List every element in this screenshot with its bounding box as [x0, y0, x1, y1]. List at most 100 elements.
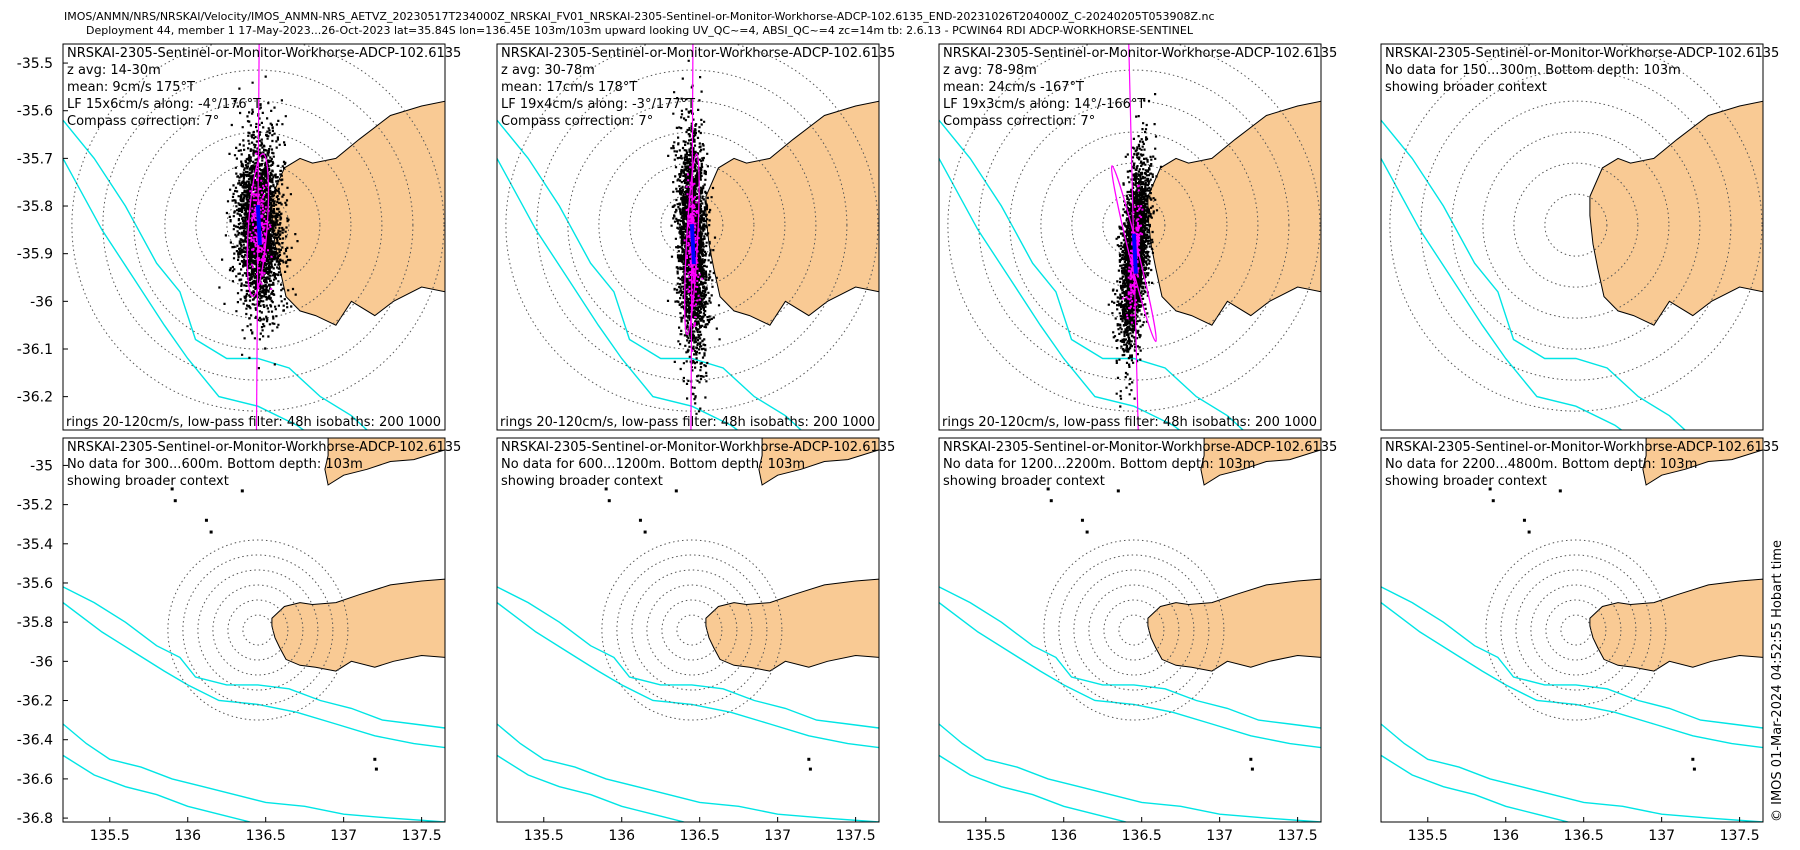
- islet-5: [1691, 538, 1694, 541]
- lowpass-points: [1122, 184, 1144, 324]
- panel-bottom-1: -35 -35.2 -35.4 -35.6 -35.8 -36 -36.2 -36.4 -36.…: [17, 437, 461, 844]
- panel-frame: [938, 43, 1322, 431]
- panel-annotation: mean: 17cm/s 178°T: [501, 80, 637, 95]
- panel-footer: rings 20-120cm/s, low-pass filter: 48h i…: [942, 415, 1404, 430]
- isobath-3: [63, 754, 251, 822]
- land-kangaroo-island: [1147, 578, 1321, 672]
- islet-5: [1249, 538, 1252, 541]
- islet-3: [209, 530, 213, 534]
- speed-ring-40: [195, 162, 321, 288]
- land-mainland: [1200, 438, 1321, 486]
- speed-ring-20: [1118, 614, 1150, 646]
- speed-ring-40: [1513, 162, 1639, 288]
- xtick-label: 135.5: [90, 828, 130, 844]
- isobath-0: [1381, 119, 1687, 430]
- speed-ring-100: [1420, 69, 1732, 381]
- isobath-0: [1381, 586, 1763, 729]
- speed-ring-20: [1102, 193, 1166, 257]
- islet-5: [1691, 757, 1695, 761]
- islet-6: [809, 562, 812, 565]
- land-kangaroo-island: [1147, 100, 1321, 326]
- speed-ring-120: [601, 539, 783, 721]
- ytick-label: -35.6: [17, 576, 53, 592]
- panel-top-1: rings 20-120cm/s, low-pass filter: 48h i…: [17, 43, 461, 692]
- isobath-1: [63, 158, 305, 430]
- isobath-3: [1381, 754, 1569, 822]
- panel-annotation: NRSKAI-2305-Sentinel-or-Monitor-Workhors…: [67, 440, 461, 455]
- panel-annotation: NRSKAI-2305-Sentinel-or-Monitor-Workhors…: [67, 46, 461, 61]
- panel-top-3: rings 20-120cm/s, low-pass filter: 48h i…: [938, 43, 1404, 565]
- variance-ellipse: [1110, 165, 1157, 343]
- panel-annotation: Compass correction: 7°: [67, 114, 219, 129]
- speed-ring-100: [1058, 554, 1210, 706]
- isobath-0: [497, 119, 803, 430]
- isobath-0: [497, 586, 879, 729]
- land-kangaroo-island: [705, 100, 879, 326]
- panel-annotation: NRSKAI-2305-Sentinel-or-Monitor-Workhors…: [501, 46, 895, 61]
- panel-bottom-3: 135.5 136 136.5 137 137.5 NRSKAI-2305-Sentine…: [938, 437, 1337, 844]
- variance-ellipse: [246, 153, 270, 298]
- panel-annotation: showing broader context: [943, 474, 1105, 489]
- isobath-3: [497, 754, 685, 822]
- copyright-note: © IMOS 01-Mar-2024 04:52:55 Hobart time: [1770, 539, 1785, 822]
- ytick-label: -36: [30, 654, 53, 670]
- islet-6: [1250, 767, 1254, 771]
- islet-4: [240, 489, 244, 493]
- ytick-label: -36: [30, 294, 53, 310]
- xtick-label: 136: [608, 828, 635, 844]
- speed-ring-40: [1545, 599, 1607, 661]
- speed-ring-60: [1482, 131, 1670, 319]
- panel-annotation: mean: 9cm/s 175°T: [67, 80, 195, 95]
- xtick-label: 137: [764, 828, 791, 844]
- panel-annotation: showing broader context: [1385, 474, 1547, 489]
- panel-annotation: NRSKAI-2305-Sentinel-or-Monitor-Workhors…: [501, 440, 895, 455]
- isobath-1: [63, 602, 445, 749]
- islet-1: [173, 499, 177, 503]
- land-kangaroo-island: [271, 578, 445, 672]
- isobath-3: [63, 530, 250, 692]
- speed-ring-80: [1515, 569, 1637, 691]
- land-mainland: [1642, 438, 1763, 486]
- isobath-3: [1381, 530, 1568, 692]
- panel-annotation: Compass correction: 7°: [501, 114, 653, 129]
- ytick-label: -35: [30, 458, 53, 474]
- isobath-1: [497, 158, 739, 430]
- islet-4: [674, 489, 678, 493]
- isobath-0: [63, 119, 369, 430]
- isobath-1: [1381, 602, 1763, 749]
- panel-frame: [1380, 437, 1764, 823]
- islet-6: [808, 767, 812, 771]
- islet-3: [1527, 530, 1531, 534]
- islet-6: [1251, 562, 1254, 565]
- speed-ring-20: [676, 614, 708, 646]
- speed-ring-20: [1560, 614, 1592, 646]
- islet-1: [1491, 499, 1495, 503]
- panel-annotation: LF 15x6cm/s along: -4°/176°T: [67, 97, 261, 112]
- speed-ring-120: [167, 539, 349, 721]
- panel-annotation: LF 19x4cm/s along: -3°/177°T: [501, 97, 695, 112]
- panel-annotation: LF 19x3cm/s along: 14°/-166°T: [943, 97, 1145, 112]
- mean-vector: [689, 224, 696, 265]
- xtick-label: 135.5: [524, 828, 564, 844]
- xtick-label: 137: [330, 828, 357, 844]
- panel-annotation: z avg: 30-78m: [501, 63, 595, 78]
- panel-annotation: No data for 600...1200m. Bottom depth: 1…: [501, 457, 805, 472]
- speed-ring-120: [1043, 539, 1225, 721]
- speed-ring-120: [505, 44, 879, 412]
- ytick-label: -35.8: [17, 615, 53, 631]
- islet-2: [1522, 518, 1526, 522]
- speed-ring-100: [978, 69, 1290, 381]
- isobath-2: [63, 723, 445, 822]
- isobath-0: [939, 586, 1321, 729]
- panel-frame: [62, 43, 446, 431]
- isobath-2: [1381, 723, 1763, 822]
- speed-ring-60: [1088, 584, 1180, 676]
- speed-ring-60: [1040, 131, 1228, 319]
- islet-6: [375, 562, 378, 565]
- xtick-label: 136.5: [680, 828, 720, 844]
- panel-annotation: No data for 2200...4800m. Bottom depth: …: [1385, 457, 1697, 472]
- panel-annotation: z avg: 14-30m: [67, 63, 161, 78]
- ytick-label: -35.9: [17, 247, 53, 263]
- panel-top-2: rings 20-120cm/s, low-pass filter: 48h i…: [496, 43, 895, 565]
